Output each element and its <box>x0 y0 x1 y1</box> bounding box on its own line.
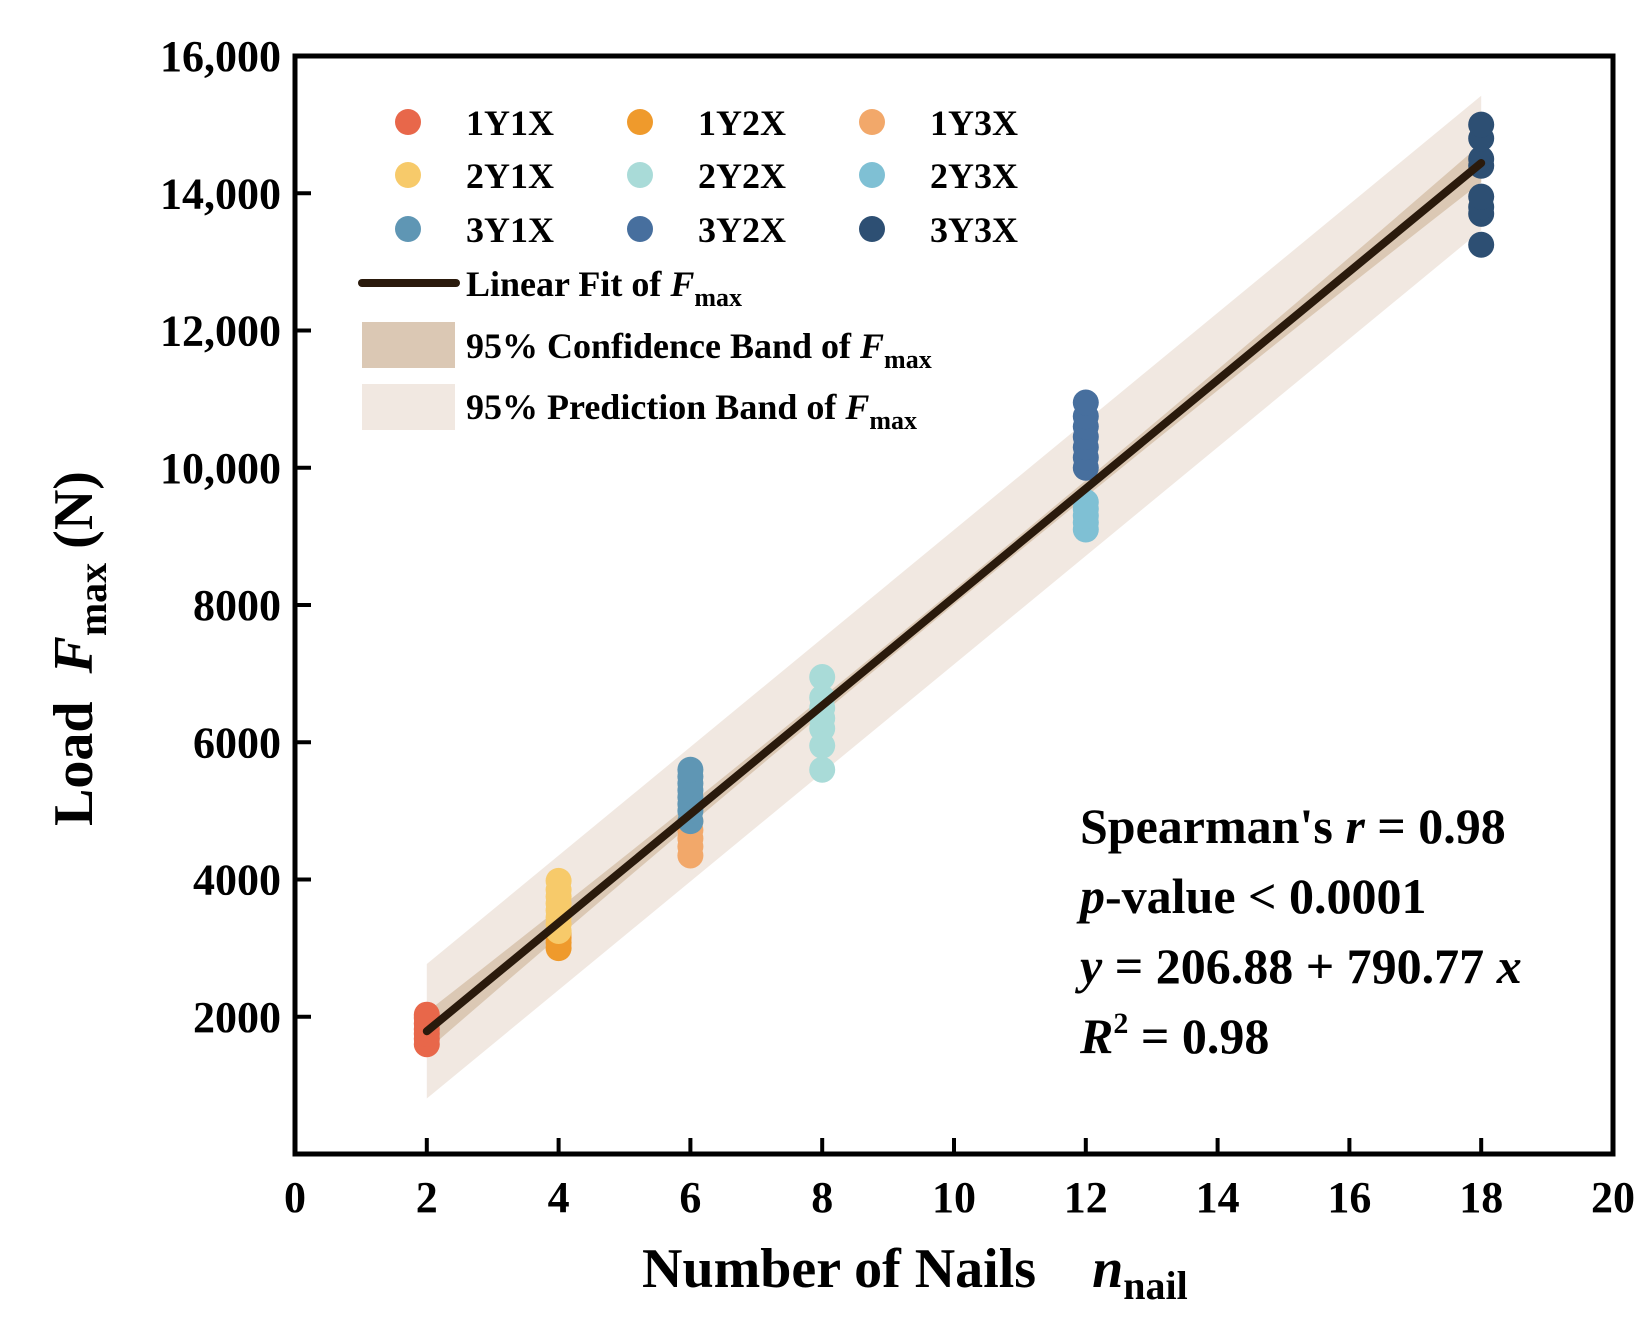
p-value-text: p-value < 0.0001 <box>1076 868 1427 924</box>
stats-annotation: Spearman's r = 0.98 p-value < 0.0001 y = 2… <box>1075 798 1522 1064</box>
legend-marker-2y3x <box>859 162 885 188</box>
y-tick-label: 4000 <box>193 856 281 905</box>
y-tick-label: 10,000 <box>160 444 281 493</box>
x-tick-label: 4 <box>548 1173 570 1222</box>
y-tick-label: 8000 <box>193 581 281 630</box>
data-point-2y2x <box>809 756 836 783</box>
x-tick-label: 10 <box>932 1173 976 1222</box>
legend-label-2y1x: 2Y1X <box>466 156 554 196</box>
legend-marker-1y2x <box>627 109 653 135</box>
legend-label-1y2x: 1Y2X <box>698 103 786 143</box>
x-tick-label: 12 <box>1064 1173 1108 1222</box>
x-tick-label: 6 <box>679 1173 701 1222</box>
legend-prediction-label: 95% Prediction Band of Fmax <box>466 387 917 435</box>
legend-label-1y3x: 1Y3X <box>930 103 1018 143</box>
spearman-text: Spearman's r = 0.98 <box>1080 798 1506 854</box>
points-layer <box>413 111 1495 1058</box>
x-axis-title: Number of Nails nnail <box>642 1238 1188 1308</box>
r-squared-text: R2 = 0.98 <box>1079 1007 1269 1064</box>
legend-marker-2y2x <box>627 162 653 188</box>
y-tick-label: 16,000 <box>160 32 281 81</box>
equation-text: y = 206.88 + 790.77 x <box>1075 938 1522 994</box>
legend-marker-3y2x <box>627 216 653 242</box>
legend-confidence-swatch <box>362 322 455 368</box>
data-point-3y3x <box>1468 111 1495 138</box>
data-point-3y2x <box>1072 389 1099 416</box>
data-point-2y1x <box>545 867 572 894</box>
legend-label-3y2x: 3Y2X <box>698 210 786 250</box>
legend-marker-3y3x <box>859 216 885 242</box>
data-point-3y1x <box>677 756 704 783</box>
x-tick-label: 20 <box>1591 1173 1635 1222</box>
legend-label-3y3x: 3Y3X <box>930 210 1018 250</box>
legend-label-3y1x: 3Y1X <box>466 210 554 250</box>
x-tick-label: 14 <box>1196 1173 1240 1222</box>
legend-marker-1y3x <box>859 109 885 135</box>
linear-fit-line <box>422 159 1486 1036</box>
legend-prediction-swatch <box>362 384 455 430</box>
y-tick-label: 6000 <box>193 718 281 767</box>
y-tick-label: 2000 <box>193 993 281 1042</box>
x-tick-label: 8 <box>811 1173 833 1222</box>
y-tick-label: 12,000 <box>160 307 281 356</box>
legend-marker-2y1x <box>395 162 421 188</box>
x-tick-label: 18 <box>1459 1173 1503 1222</box>
legend-confidence-label: 95% Confidence Band of Fmax <box>466 326 932 374</box>
x-tick-label: 0 <box>284 1173 306 1222</box>
legend-label-2y2x: 2Y2X <box>698 156 786 196</box>
fit-line-layer <box>422 159 1486 1036</box>
y-axis-title: LoadFmax (N) <box>43 471 115 826</box>
legend-label-1y1x: 1Y1X <box>466 103 554 143</box>
legend-marker-3y1x <box>395 216 421 242</box>
legend-marker-1y1x <box>395 109 421 135</box>
legend: 1Y1X 1Y2X 1Y3X 2Y1X 2Y2X 2Y3X 3Y1X 3Y2X 3Y3X Line… <box>358 103 1018 435</box>
legend-fit-label: Linear Fit of Fmax <box>466 264 742 312</box>
data-point-2y2x <box>809 664 836 691</box>
legend-label-2y3x: 2Y3X <box>930 156 1018 196</box>
data-point-3y3x <box>1468 183 1495 210</box>
data-point-3y3x <box>1468 231 1495 258</box>
x-tick-label: 2 <box>416 1173 438 1222</box>
x-tick-label: 16 <box>1327 1173 1371 1222</box>
axes-layer: 0 2 4 6 8 10 12 14 16 18 20 2000 4000 6000 8000 10,000 1… <box>43 32 1635 1308</box>
y-tick-label: 14,000 <box>160 169 281 218</box>
